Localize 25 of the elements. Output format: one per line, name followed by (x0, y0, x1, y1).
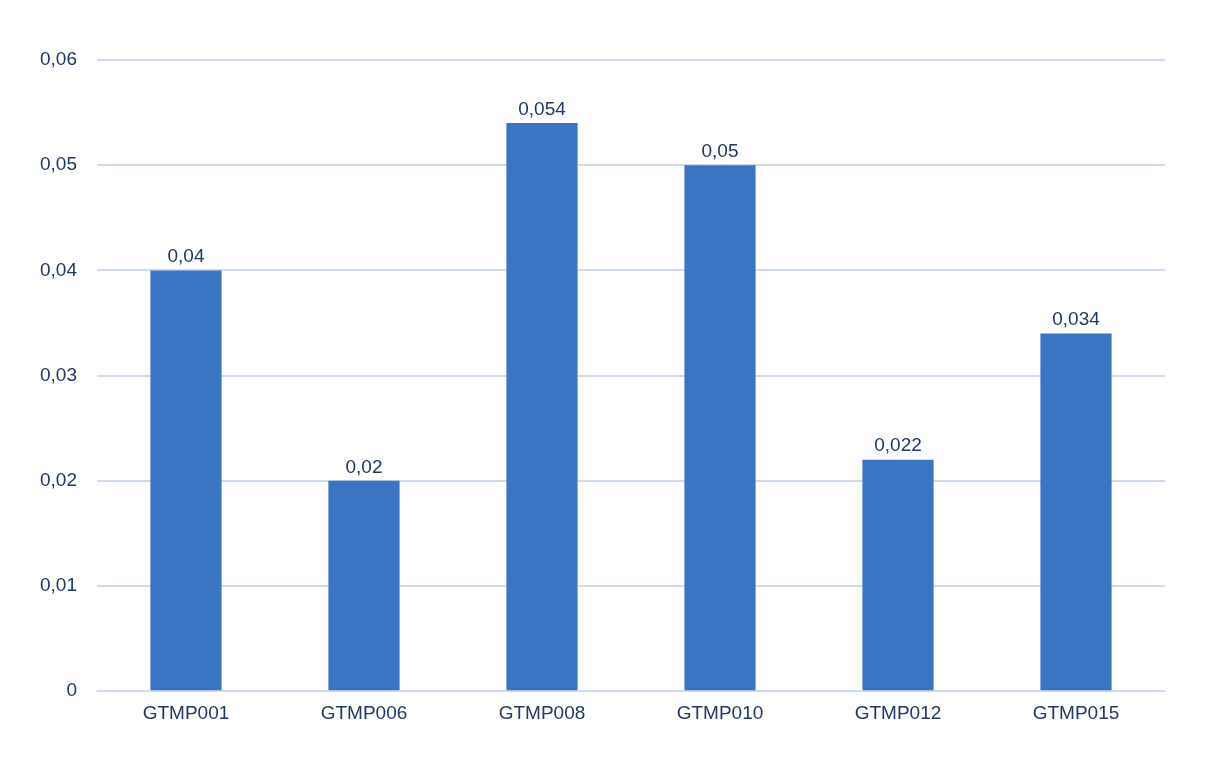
y-tick-label: 0,05 (40, 153, 77, 175)
x-tick-label: GTMP008 (498, 701, 586, 723)
y-tick-label: 0 (66, 679, 77, 701)
x-tick-label: GTMP015 (1032, 701, 1120, 723)
x-tick-label: GTMP012 (854, 701, 942, 723)
bar (328, 480, 400, 691)
y-tick-label: 0,06 (40, 48, 77, 70)
data-label: 0,034 (1052, 308, 1101, 330)
data-label: 0,02 (345, 455, 383, 477)
x-tick-label: GTMP001 (142, 701, 230, 723)
y-tick-label: 0,02 (40, 469, 77, 491)
data-label: 0,022 (874, 434, 922, 456)
data-label: 0,05 (701, 139, 739, 161)
data-label: 0,054 (518, 97, 567, 119)
data-label: 0,04 (167, 245, 205, 267)
bar (684, 165, 756, 691)
bar (506, 123, 578, 691)
x-tick-label: GTMP006 (320, 701, 408, 723)
bar (1040, 333, 1112, 691)
bar (150, 270, 222, 691)
y-tick-label: 0,01 (40, 574, 77, 596)
x-tick-label: GTMP010 (676, 701, 764, 723)
y-tick-label: 0,03 (40, 363, 77, 385)
y-tick-label: 0,04 (40, 258, 78, 280)
bar (862, 459, 934, 691)
